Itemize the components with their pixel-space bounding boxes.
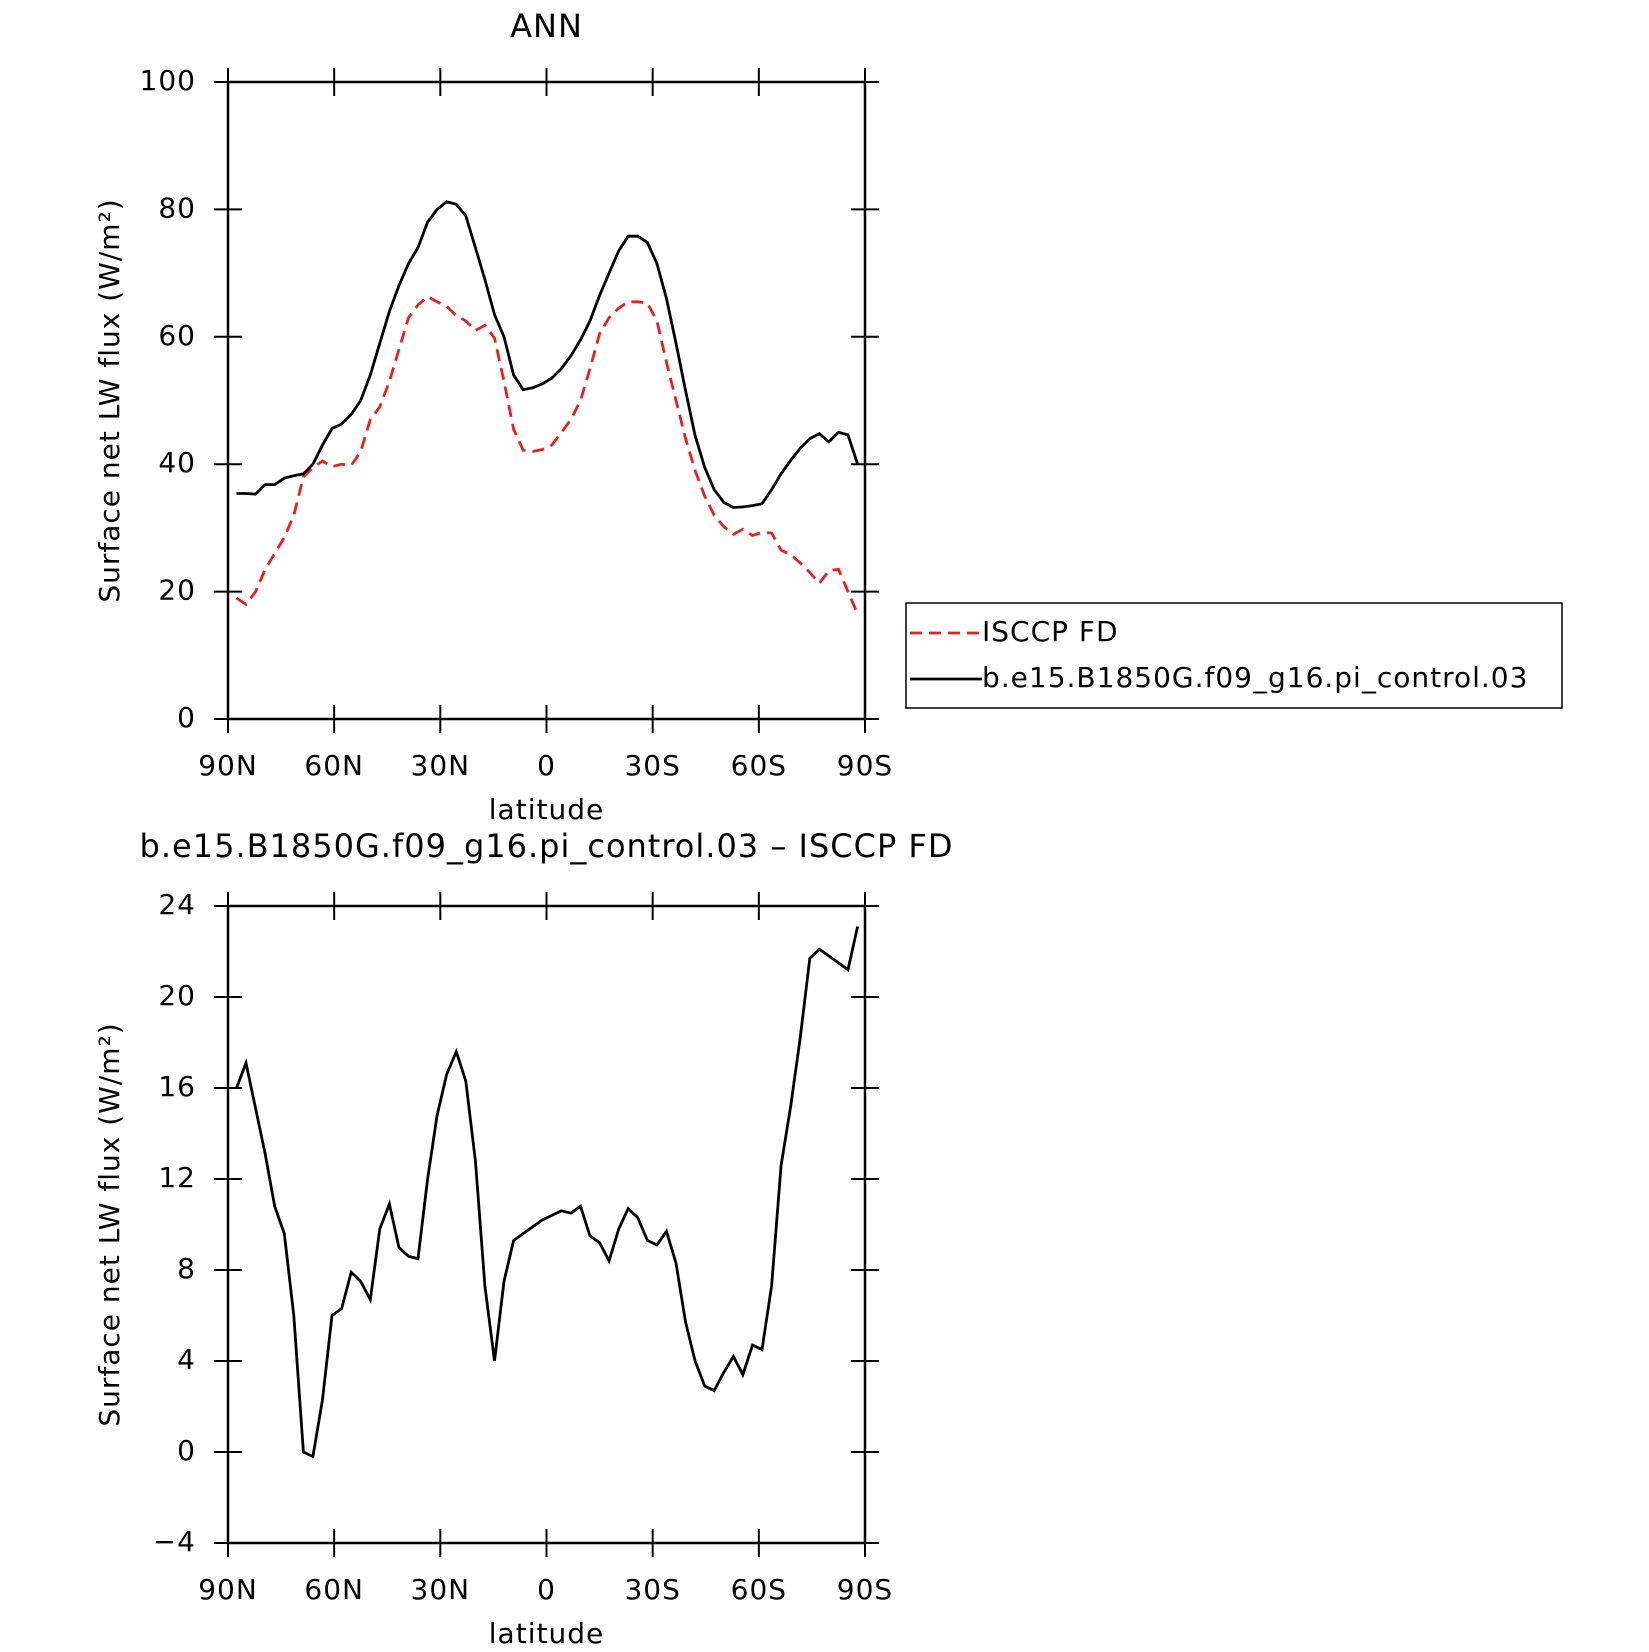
x-tick-label: 60N <box>304 749 364 782</box>
y-axis-label: Surface net LW flux (W/m²) <box>93 1022 126 1426</box>
legend-box <box>905 602 1563 709</box>
x-tick-label: 90N <box>198 1573 258 1606</box>
chart-title: ANN <box>510 7 583 45</box>
y-tick-label: 80 <box>158 191 196 224</box>
plot-frame <box>226 80 867 721</box>
x-tick-label: 60S <box>731 1573 787 1606</box>
x-tick-label: 0 <box>537 749 556 782</box>
y-tick-label: −4 <box>153 1525 196 1558</box>
y-tick-label: 20 <box>158 574 196 607</box>
x-tick-label: 90N <box>198 749 258 782</box>
x-tick-label: 0 <box>537 1573 556 1606</box>
y-tick-label: 100 <box>140 64 196 97</box>
plot-frame <box>226 904 867 1545</box>
y-tick-label: 16 <box>158 1070 196 1103</box>
legend-label: ISCCP FD <box>982 615 1119 648</box>
x-tick-label: 90S <box>837 1573 893 1606</box>
data-line <box>236 200 859 509</box>
x-tick-label: 30N <box>411 1573 471 1606</box>
x-tick-label: 30S <box>624 1573 680 1606</box>
legend-label: b.e15.B1850G.f09_g16.pi_control.03 <box>982 661 1528 694</box>
data-line <box>235 295 859 615</box>
y-tick-label: 4 <box>177 1343 196 1376</box>
x-tick-label: 60S <box>731 749 787 782</box>
y-tick-label: 20 <box>158 979 196 1012</box>
y-tick-label: 24 <box>158 888 196 921</box>
x-tick-label: 30N <box>411 749 471 782</box>
y-tick-label: 0 <box>177 1434 196 1467</box>
x-axis-label: latitude <box>489 793 604 826</box>
y-tick-label: 40 <box>158 446 196 479</box>
data-line <box>235 926 859 1459</box>
y-tick-label: 8 <box>177 1252 196 1285</box>
y-tick-label: 12 <box>158 1161 196 1194</box>
y-tick-label: 60 <box>158 319 196 352</box>
x-tick-label: 60N <box>304 1573 364 1606</box>
x-tick-label: 30S <box>624 749 680 782</box>
chart-title: b.e15.B1850G.f09_g16.pi_control.03 – ISC… <box>140 827 954 865</box>
x-tick-label: 90S <box>837 749 893 782</box>
y-axis-label: Surface net LW flux (W/m²) <box>93 198 126 602</box>
y-tick-label: 0 <box>177 701 196 734</box>
x-axis-label: latitude <box>489 1617 604 1650</box>
